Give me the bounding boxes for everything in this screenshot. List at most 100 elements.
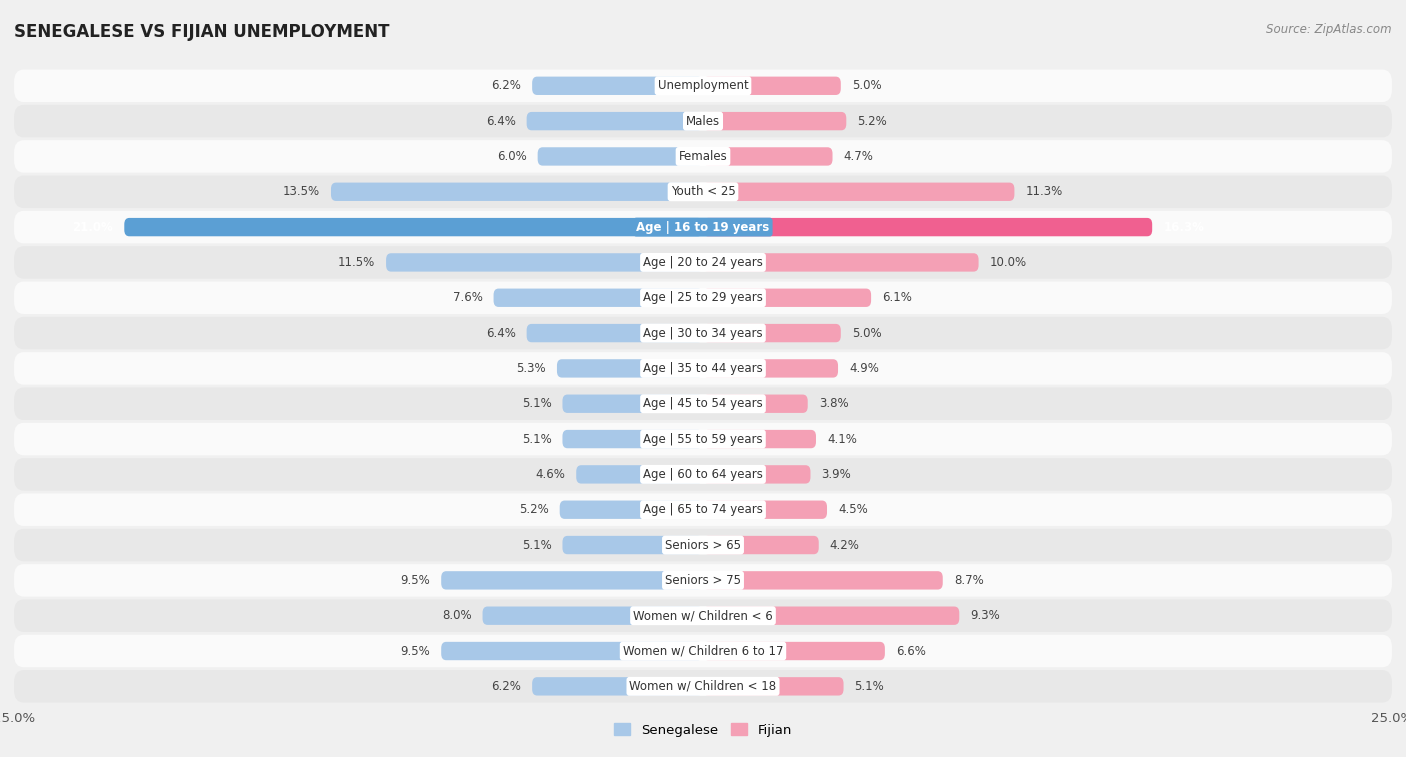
Text: Age | 65 to 74 years: Age | 65 to 74 years	[643, 503, 763, 516]
FancyBboxPatch shape	[576, 466, 703, 484]
Text: SENEGALESE VS FIJIAN UNEMPLOYMENT: SENEGALESE VS FIJIAN UNEMPLOYMENT	[14, 23, 389, 41]
Text: 11.3%: 11.3%	[1025, 185, 1063, 198]
FancyBboxPatch shape	[494, 288, 703, 307]
Text: Women w/ Children < 6: Women w/ Children < 6	[633, 609, 773, 622]
FancyBboxPatch shape	[14, 211, 1392, 243]
FancyBboxPatch shape	[703, 360, 838, 378]
FancyBboxPatch shape	[703, 394, 807, 413]
FancyBboxPatch shape	[703, 76, 841, 95]
Text: 9.5%: 9.5%	[401, 644, 430, 658]
Text: Women w/ Children < 18: Women w/ Children < 18	[630, 680, 776, 693]
Text: Source: ZipAtlas.com: Source: ZipAtlas.com	[1267, 23, 1392, 36]
FancyBboxPatch shape	[703, 430, 815, 448]
Text: 8.0%: 8.0%	[441, 609, 471, 622]
FancyBboxPatch shape	[531, 678, 703, 696]
Text: 13.5%: 13.5%	[283, 185, 321, 198]
FancyBboxPatch shape	[124, 218, 703, 236]
FancyBboxPatch shape	[441, 572, 703, 590]
Text: 4.2%: 4.2%	[830, 538, 859, 552]
FancyBboxPatch shape	[14, 388, 1392, 420]
Text: 10.0%: 10.0%	[990, 256, 1026, 269]
FancyBboxPatch shape	[14, 105, 1392, 137]
FancyBboxPatch shape	[703, 536, 818, 554]
FancyBboxPatch shape	[537, 148, 703, 166]
FancyBboxPatch shape	[441, 642, 703, 660]
Text: 5.2%: 5.2%	[519, 503, 548, 516]
FancyBboxPatch shape	[14, 423, 1392, 455]
FancyBboxPatch shape	[482, 606, 703, 625]
Text: 3.8%: 3.8%	[818, 397, 848, 410]
Text: 3.9%: 3.9%	[821, 468, 851, 481]
FancyBboxPatch shape	[560, 500, 703, 519]
FancyBboxPatch shape	[14, 494, 1392, 526]
Text: 6.4%: 6.4%	[485, 326, 516, 340]
FancyBboxPatch shape	[14, 282, 1392, 314]
Text: 16.3%: 16.3%	[1163, 220, 1204, 234]
FancyBboxPatch shape	[703, 642, 884, 660]
Text: 6.1%: 6.1%	[882, 291, 912, 304]
Text: Seniors > 65: Seniors > 65	[665, 538, 741, 552]
FancyBboxPatch shape	[703, 324, 841, 342]
Text: 4.5%: 4.5%	[838, 503, 868, 516]
Text: Unemployment: Unemployment	[658, 79, 748, 92]
Text: Males: Males	[686, 114, 720, 128]
FancyBboxPatch shape	[14, 564, 1392, 597]
FancyBboxPatch shape	[562, 536, 703, 554]
FancyBboxPatch shape	[703, 466, 810, 484]
FancyBboxPatch shape	[14, 70, 1392, 102]
Text: Youth < 25: Youth < 25	[671, 185, 735, 198]
Text: 6.6%: 6.6%	[896, 644, 925, 658]
Text: 4.1%: 4.1%	[827, 432, 856, 446]
Text: 7.6%: 7.6%	[453, 291, 482, 304]
FancyBboxPatch shape	[14, 600, 1392, 632]
FancyBboxPatch shape	[14, 352, 1392, 385]
FancyBboxPatch shape	[703, 678, 844, 696]
Text: 4.7%: 4.7%	[844, 150, 873, 163]
FancyBboxPatch shape	[703, 218, 1152, 236]
FancyBboxPatch shape	[703, 182, 1014, 201]
FancyBboxPatch shape	[703, 288, 872, 307]
FancyBboxPatch shape	[703, 500, 827, 519]
Text: Females: Females	[679, 150, 727, 163]
Text: Women w/ Children 6 to 17: Women w/ Children 6 to 17	[623, 644, 783, 658]
FancyBboxPatch shape	[387, 254, 703, 272]
FancyBboxPatch shape	[14, 529, 1392, 561]
FancyBboxPatch shape	[14, 140, 1392, 173]
Text: 21.0%: 21.0%	[73, 220, 114, 234]
Text: 6.0%: 6.0%	[496, 150, 527, 163]
Text: 4.6%: 4.6%	[536, 468, 565, 481]
FancyBboxPatch shape	[562, 430, 703, 448]
FancyBboxPatch shape	[14, 317, 1392, 349]
FancyBboxPatch shape	[14, 670, 1392, 702]
FancyBboxPatch shape	[527, 324, 703, 342]
Text: 5.2%: 5.2%	[858, 114, 887, 128]
Text: 6.4%: 6.4%	[485, 114, 516, 128]
Text: 5.3%: 5.3%	[516, 362, 546, 375]
FancyBboxPatch shape	[703, 572, 943, 590]
Text: 4.9%: 4.9%	[849, 362, 879, 375]
FancyBboxPatch shape	[562, 394, 703, 413]
Text: 11.5%: 11.5%	[337, 256, 375, 269]
Text: Age | 20 to 24 years: Age | 20 to 24 years	[643, 256, 763, 269]
FancyBboxPatch shape	[703, 254, 979, 272]
Text: 5.1%: 5.1%	[522, 538, 551, 552]
Text: Seniors > 75: Seniors > 75	[665, 574, 741, 587]
Text: 5.1%: 5.1%	[855, 680, 884, 693]
FancyBboxPatch shape	[330, 182, 703, 201]
Text: 6.2%: 6.2%	[491, 680, 522, 693]
Text: 5.1%: 5.1%	[522, 397, 551, 410]
Text: Age | 60 to 64 years: Age | 60 to 64 years	[643, 468, 763, 481]
Text: 5.1%: 5.1%	[522, 432, 551, 446]
Text: Age | 45 to 54 years: Age | 45 to 54 years	[643, 397, 763, 410]
Text: 5.0%: 5.0%	[852, 326, 882, 340]
FancyBboxPatch shape	[14, 176, 1392, 208]
FancyBboxPatch shape	[557, 360, 703, 378]
FancyBboxPatch shape	[703, 606, 959, 625]
Text: 8.7%: 8.7%	[953, 574, 984, 587]
FancyBboxPatch shape	[14, 246, 1392, 279]
FancyBboxPatch shape	[14, 635, 1392, 667]
FancyBboxPatch shape	[703, 112, 846, 130]
Text: Age | 16 to 19 years: Age | 16 to 19 years	[637, 220, 769, 234]
Text: 5.0%: 5.0%	[852, 79, 882, 92]
Text: 9.5%: 9.5%	[401, 574, 430, 587]
